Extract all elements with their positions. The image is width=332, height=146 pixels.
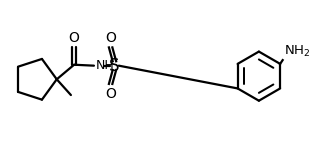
Text: NH$_2$: NH$_2$: [284, 44, 310, 59]
Text: O: O: [105, 31, 116, 45]
Text: O: O: [105, 87, 116, 101]
Text: NH: NH: [96, 59, 114, 72]
Text: S: S: [109, 57, 120, 75]
Text: O: O: [69, 31, 80, 45]
